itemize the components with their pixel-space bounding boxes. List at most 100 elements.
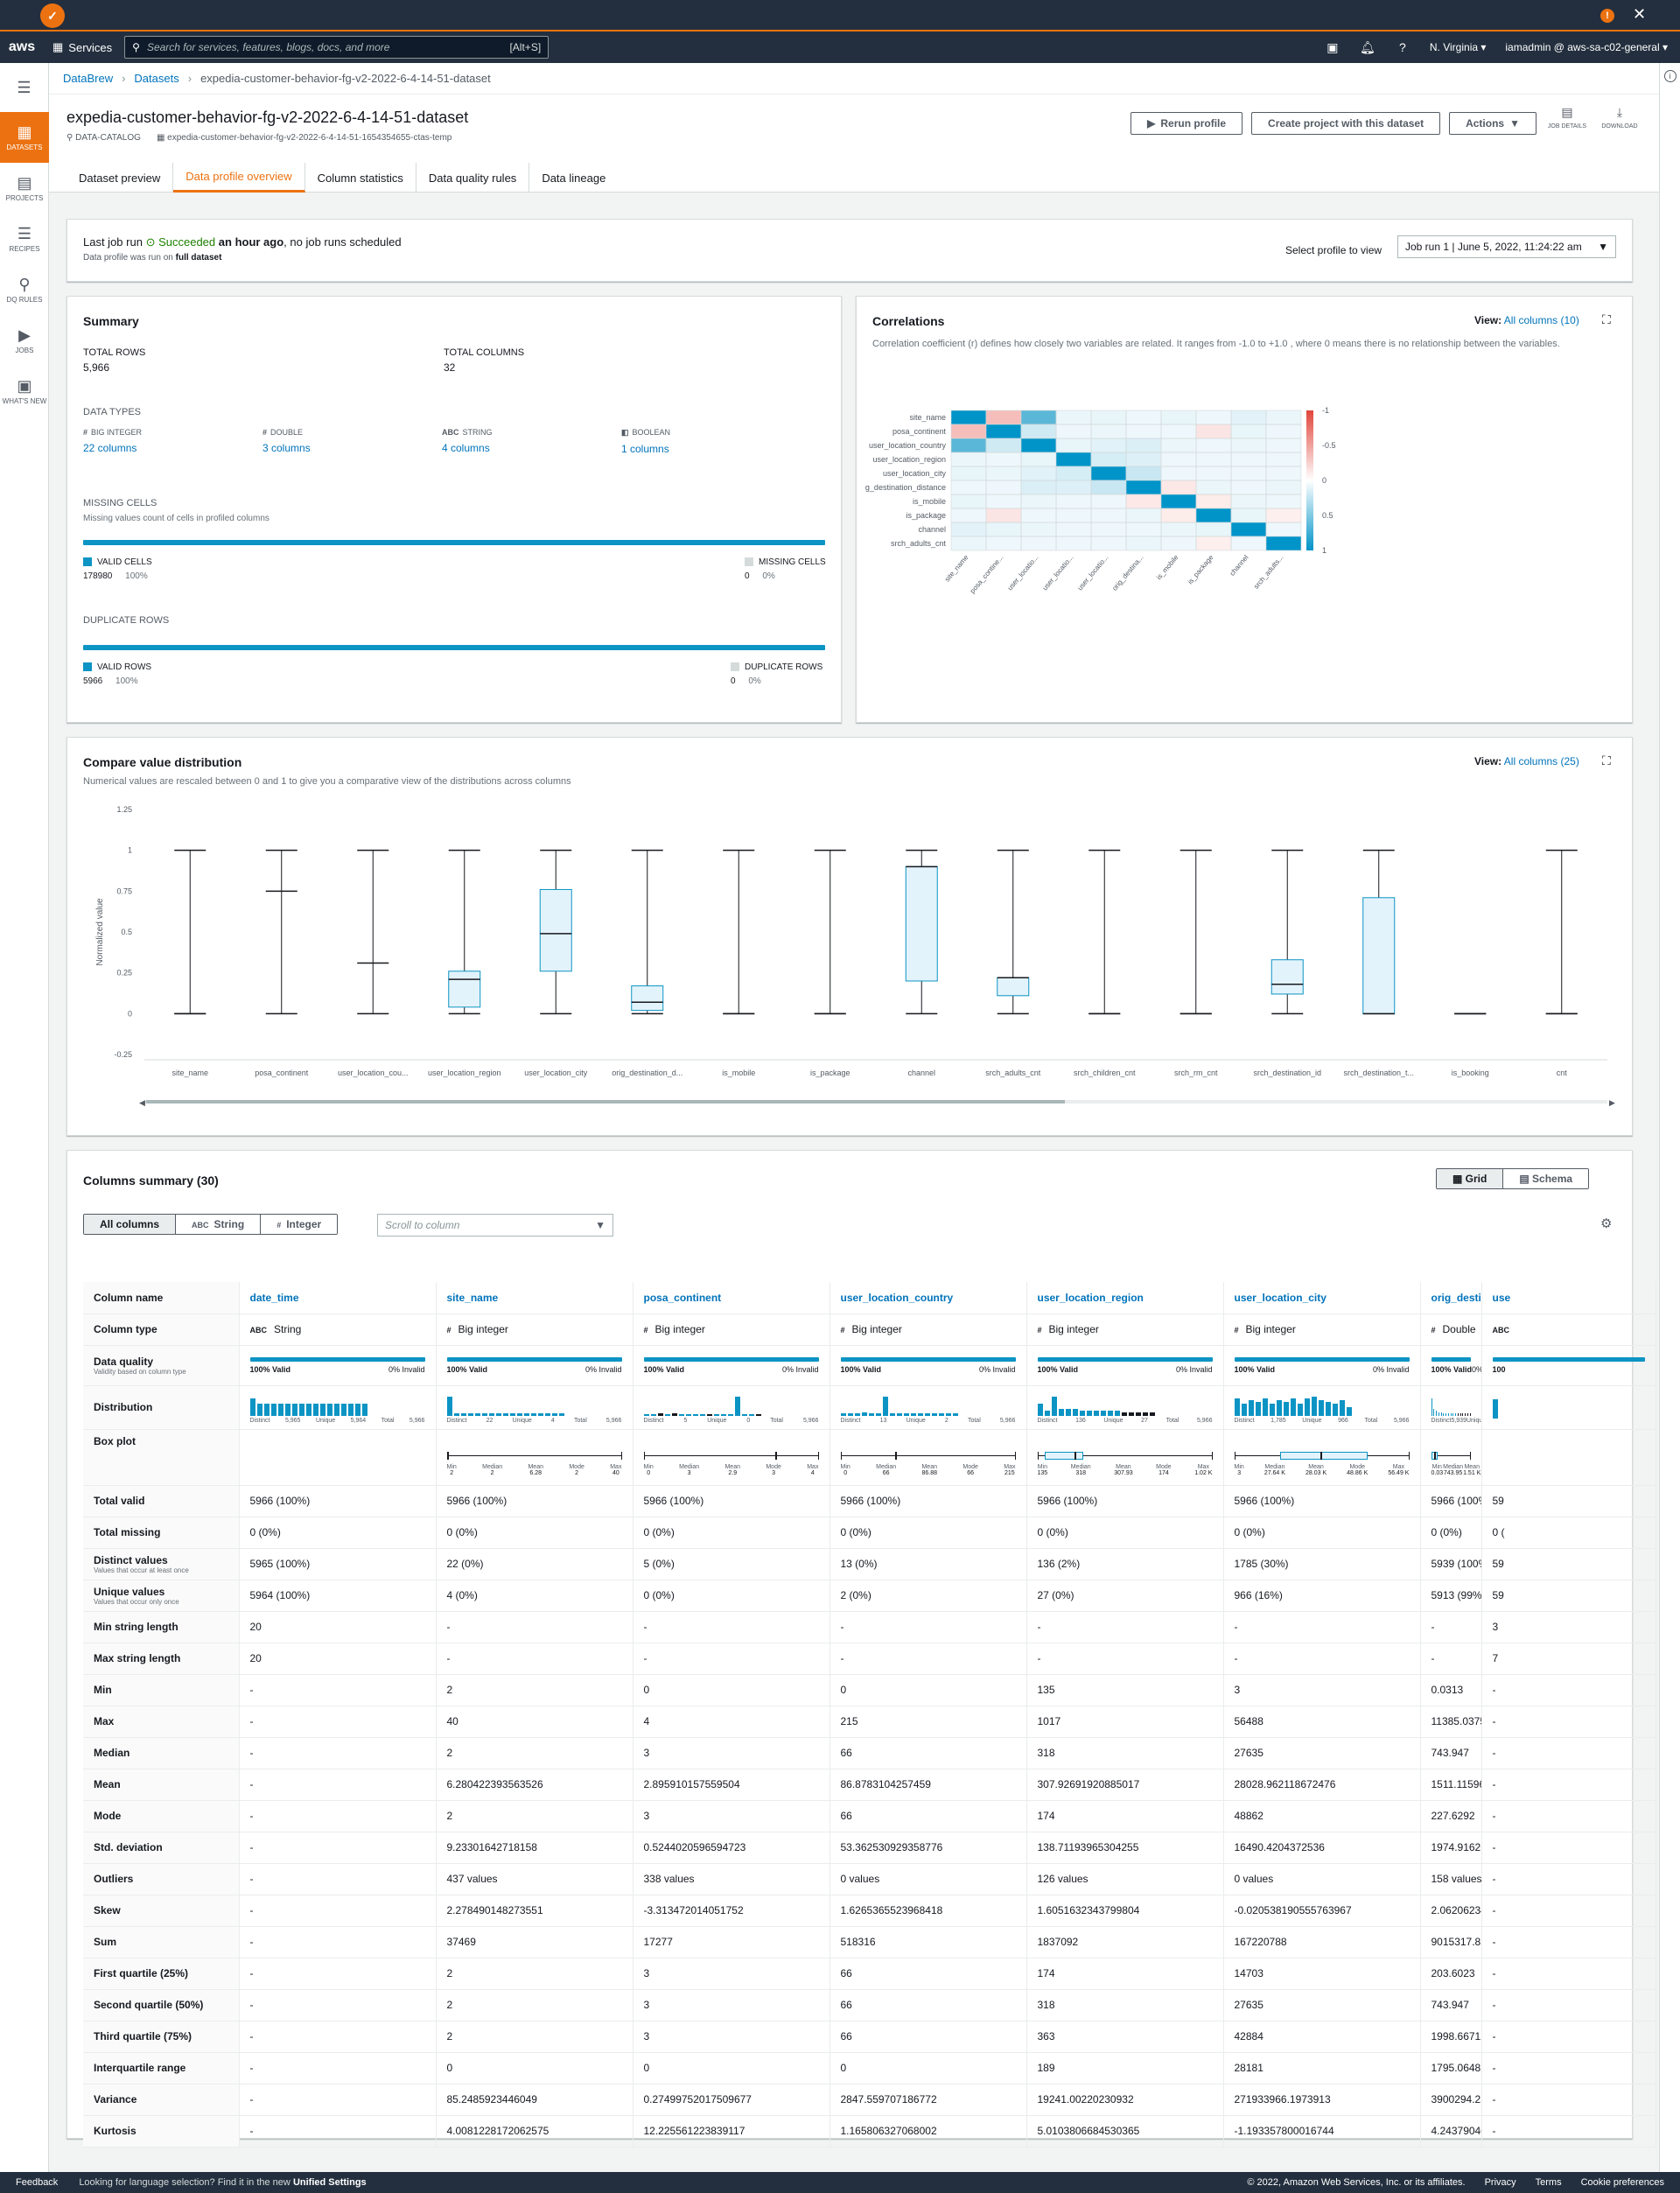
corr-cell[interactable] [1090, 508, 1127, 523]
corr-cell[interactable] [1160, 410, 1197, 425]
box-0[interactable] [174, 849, 206, 1015]
corr-cell[interactable] [950, 522, 987, 537]
corr-cell[interactable] [1230, 438, 1267, 453]
corr-cell[interactable] [1195, 522, 1232, 537]
corr-cell[interactable] [985, 480, 1022, 495]
corr-cell[interactable] [1125, 522, 1162, 537]
corr-cell[interactable] [1020, 466, 1057, 481]
column-name[interactable]: use [1492, 1291, 1511, 1304]
warning-icon[interactable]: ! [1600, 9, 1614, 23]
rerun-profile-button[interactable]: ▶ Rerun profile [1130, 112, 1243, 135]
corr-cell[interactable] [1090, 480, 1127, 495]
column-name-link[interactable]: user_location_country [830, 1282, 1027, 1314]
region-selector[interactable]: N. Virginia ▾ [1429, 41, 1487, 53]
corr-cell[interactable] [1090, 410, 1127, 425]
corr-cell[interactable] [1195, 452, 1232, 467]
corr-cell[interactable] [1125, 410, 1162, 425]
hamburger-icon[interactable]: ☰ [17, 78, 32, 96]
box-11[interactable] [1180, 849, 1212, 1015]
corr-cell[interactable] [1055, 522, 1092, 537]
corr-cell[interactable] [1230, 536, 1267, 551]
column-name[interactable]: user_location_country [840, 1291, 954, 1304]
column-name-link[interactable]: date_time [239, 1282, 437, 1314]
job-run-select[interactable]: Job run 1 | June 5, 2022, 11:24:22 am ▼ [1397, 235, 1616, 258]
corr-cell[interactable] [1265, 536, 1302, 551]
tab-column-statistics[interactable]: Column statistics [305, 163, 416, 193]
column-name-link[interactable]: orig_destination_distance [1420, 1282, 1482, 1314]
corr-cell[interactable] [1230, 480, 1267, 495]
download-button[interactable]: ⤓ DOWNLOAD [1598, 105, 1642, 130]
box-15[interactable] [1545, 849, 1578, 1015]
corr-cell[interactable] [1055, 494, 1092, 509]
type-count-link[interactable]: 4 columns [442, 442, 490, 454]
corr-cell[interactable] [1195, 466, 1232, 481]
corr-cell[interactable] [1020, 410, 1057, 425]
corr-cell[interactable] [985, 494, 1022, 509]
corr-cell[interactable] [1160, 466, 1197, 481]
corr-cell[interactable] [950, 480, 987, 495]
corr-cell[interactable] [1020, 424, 1057, 439]
create-project-button[interactable]: Create project with this dataset [1251, 112, 1441, 135]
scroll-to-column-select[interactable]: Scroll to column ▼ [377, 1214, 613, 1237]
actions-button[interactable]: Actions ▼ [1449, 112, 1536, 135]
corr-cell[interactable] [1160, 536, 1197, 551]
corr-cell[interactable] [1265, 494, 1302, 509]
corr-cell[interactable] [1195, 536, 1232, 551]
corr-cell[interactable] [1090, 536, 1127, 551]
rail-item-dq-rules[interactable]: ⚲ DQ Rules [0, 264, 49, 315]
corr-cell[interactable] [1160, 438, 1197, 453]
type-count-link[interactable]: 1 columns [621, 443, 669, 455]
column-name[interactable]: user_location_city [1234, 1291, 1326, 1304]
corr-cell[interactable] [985, 424, 1022, 439]
corr-cell[interactable] [1265, 522, 1302, 537]
corr-cell[interactable] [1020, 480, 1057, 495]
distribution-view-select[interactable]: All columns (25) [1503, 755, 1579, 767]
corr-cell[interactable] [1195, 508, 1232, 523]
corr-cell[interactable] [985, 466, 1022, 481]
corr-cell[interactable] [950, 410, 987, 425]
aws-logo[interactable]: aws [8, 39, 36, 54]
box-13[interactable] [1362, 849, 1396, 1015]
scroll-left-icon[interactable]: ◀ [139, 1099, 145, 1108]
corr-cell[interactable] [1195, 438, 1232, 453]
column-name[interactable]: orig_destination_distance [1431, 1291, 1481, 1304]
corr-cell[interactable] [1090, 424, 1127, 439]
box-3[interactable] [448, 849, 481, 1015]
close-icon[interactable]: ✕ [1633, 5, 1647, 23]
corr-cell[interactable] [1125, 536, 1162, 551]
corr-cell[interactable] [1195, 494, 1232, 509]
corr-cell[interactable] [985, 508, 1022, 523]
corr-cell[interactable] [1230, 494, 1267, 509]
corr-cell[interactable] [985, 452, 1022, 467]
corr-cell[interactable] [1265, 466, 1302, 481]
column-name-link[interactable]: posa_continent [633, 1282, 830, 1314]
box-2[interactable] [357, 849, 389, 1015]
tab-data-lineage[interactable]: Data lineage [542, 171, 606, 185]
corr-cell[interactable] [1090, 452, 1127, 467]
breadcrumb-datasets[interactable]: Datasets [134, 72, 179, 85]
box-10[interactable] [1088, 849, 1121, 1015]
corr-cell[interactable] [1230, 452, 1267, 467]
rail-item-recipes[interactable]: ☰ Recipes [0, 214, 49, 264]
corr-cell[interactable] [1020, 438, 1057, 453]
corr-cell[interactable] [1265, 424, 1302, 439]
corr-cell[interactable] [950, 494, 987, 509]
rail-item-jobs[interactable]: ▶ Jobs [0, 315, 49, 366]
correlations-view-select[interactable]: All columns (10) [1503, 314, 1579, 326]
corr-cell[interactable] [1090, 494, 1127, 509]
corr-cell[interactable] [985, 536, 1022, 551]
expand-icon[interactable]: ⛶ [1602, 753, 1611, 767]
column-name-link[interactable]: user_location_region [1026, 1282, 1224, 1314]
schema-view-button[interactable]: ▤ Schema [1503, 1169, 1589, 1188]
box-1[interactable] [265, 849, 298, 1015]
box-6[interactable] [723, 849, 755, 1015]
corr-cell[interactable] [1125, 494, 1162, 509]
corr-cell[interactable] [1020, 508, 1057, 523]
rail-item-datasets[interactable]: ▦ Datasets [0, 112, 49, 163]
corr-cell[interactable] [1055, 508, 1092, 523]
column-name[interactable]: date_time [249, 1291, 299, 1304]
column-name[interactable]: posa_continent [643, 1291, 722, 1304]
corr-cell[interactable] [950, 424, 987, 439]
corr-cell[interactable] [1230, 522, 1267, 537]
box-12[interactable] [1270, 849, 1304, 1015]
